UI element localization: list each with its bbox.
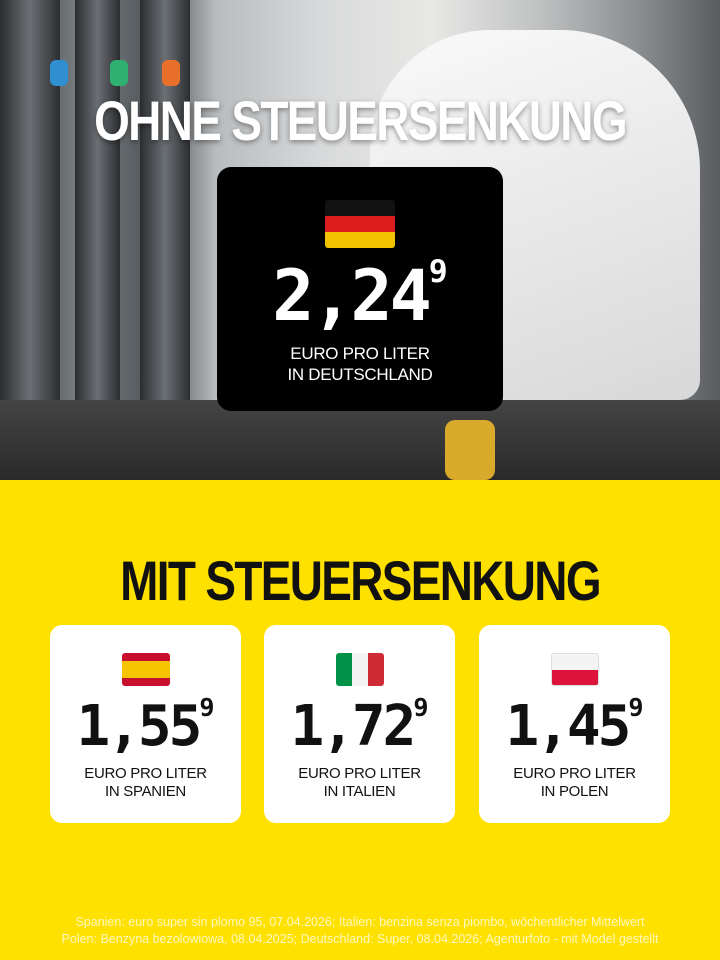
source-footnote: Spanien: euro super sin plomo 95, 07.04.… xyxy=(0,914,720,948)
section-title: MIT STEUERSENKUNG xyxy=(120,549,601,612)
footnote-line-2: Polen: Benzyna bezolowiowa, 08.04.2025; … xyxy=(61,932,659,946)
spain-price-card: 1,559 EURO PRO LITER IN SPANIEN xyxy=(50,625,241,823)
poland-label-2: IN POLEN xyxy=(540,783,609,800)
poland-price-card: 1,459 EURO PRO LITER IN POLEN xyxy=(479,625,670,823)
germany-label-1: EURO PRO LITER xyxy=(290,344,430,363)
italy-price: 1,729 xyxy=(290,693,429,759)
germany-price: 2,249 xyxy=(272,254,448,337)
spain-price: 1,559 xyxy=(76,693,215,759)
footnote-line-1: Spanien: euro super sin plomo 95, 07.04.… xyxy=(75,915,645,929)
italy-flag-icon xyxy=(335,653,384,686)
poland-price: 1,459 xyxy=(505,693,644,759)
poland-flag-icon xyxy=(550,653,599,686)
spain-label-1: EURO PRO LITER xyxy=(84,765,207,782)
italy-label-2: IN ITALIEN xyxy=(323,783,396,800)
spain-label-2: IN SPANIEN xyxy=(105,783,186,800)
poland-label-1: EURO PRO LITER xyxy=(513,765,636,782)
header-title: OHNE STEUERSENKUNG xyxy=(94,89,627,152)
spain-flag-icon xyxy=(121,653,170,686)
germany-price-card: 2,249 EURO PRO LITER IN DEUTSCHLAND xyxy=(217,167,503,411)
germany-label-2: IN DEUTSCHLAND xyxy=(287,365,433,384)
germany-flag-icon xyxy=(325,200,395,248)
italy-price-card: 1,729 EURO PRO LITER IN ITALIEN xyxy=(264,625,455,823)
italy-label-1: EURO PRO LITER xyxy=(298,765,421,782)
